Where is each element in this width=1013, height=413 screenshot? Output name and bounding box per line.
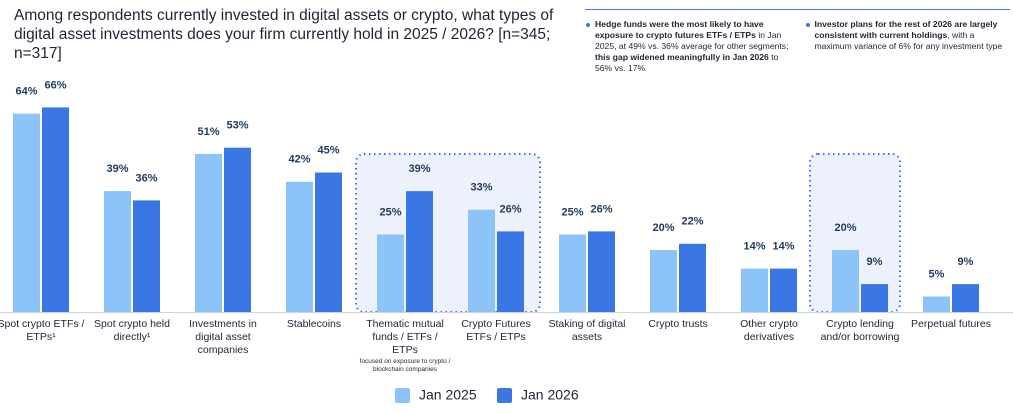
value-label: 14% <box>743 241 765 253</box>
value-label: 33% <box>470 182 492 194</box>
bar <box>195 153 222 312</box>
bar <box>923 296 950 312</box>
bar <box>559 234 586 312</box>
value-label: 22% <box>681 216 703 228</box>
bar <box>133 200 160 312</box>
value-label: 25% <box>561 206 583 218</box>
bar <box>224 147 251 312</box>
note-text: Hedge funds were the most likely to have… <box>595 19 764 40</box>
x-tick-label: Crypto Futures ETFs / ETPs <box>450 318 542 344</box>
category-label: Investments in digital asset companies <box>189 318 257 356</box>
category-label: Thematic mutual funds / ETFs / ETPs <box>366 318 444 356</box>
value-label: 9% <box>867 256 883 268</box>
x-tick-label: Crypto trusts <box>632 318 724 331</box>
x-tick-label: Crypto lending and/or borrowing <box>814 318 906 344</box>
value-label: 64% <box>15 86 37 98</box>
legend-label: Jan 2025 <box>419 387 477 403</box>
bar <box>650 250 677 312</box>
note-text: in Jan 2025, at 49% vs. 36% average for … <box>595 30 789 51</box>
category-label: Crypto lending and/or borrowing <box>820 318 900 343</box>
value-label: 25% <box>379 206 401 218</box>
legend-label: Jan 2026 <box>521 387 579 403</box>
note: Hedge funds were the most likely to have… <box>585 19 791 74</box>
category-label: Spot crypto held directly¹ <box>94 318 170 343</box>
notes: Hedge funds were the most likely to have… <box>585 9 1010 74</box>
category-label: Perpetual futures <box>911 318 991 330</box>
x-tick-label: Thematic mutual funds / ETFs / ETPs focus… <box>359 318 451 374</box>
value-label: 20% <box>834 222 856 234</box>
bar <box>377 234 404 312</box>
bar <box>861 284 888 312</box>
value-label: 53% <box>226 120 248 132</box>
legend-swatch <box>395 388 410 403</box>
note-text: Investor plans for the rest of 2026 are … <box>814 19 998 40</box>
value-label: 20% <box>652 222 674 234</box>
category-sublabel: focused on exposure to crypto / blockcha… <box>359 358 451 373</box>
value-label: 39% <box>106 163 128 175</box>
x-tick-label: Stablecoins <box>268 318 360 331</box>
bar <box>497 231 524 312</box>
value-label: 36% <box>135 172 157 184</box>
bar <box>286 181 313 312</box>
value-label: 9% <box>958 256 974 268</box>
x-tick-label: Perpetual futures <box>905 318 997 331</box>
value-label: 14% <box>772 241 794 253</box>
value-label: 51% <box>197 126 219 138</box>
value-label: 5% <box>929 268 945 280</box>
bar <box>406 191 433 312</box>
value-label: 45% <box>317 144 339 156</box>
note-text: this gap widened meaningfully in Jan 202… <box>595 52 769 62</box>
bar <box>13 113 40 312</box>
category-label: Other crypto derivatives <box>740 318 798 343</box>
bar <box>679 243 706 312</box>
value-label: 66% <box>44 79 66 91</box>
x-tick-label: Staking of digital assets <box>541 318 633 344</box>
value-label: 42% <box>288 154 310 166</box>
bar <box>741 268 768 312</box>
chart-title: Among respondents currently invested in … <box>14 7 554 62</box>
x-tick-label: Other crypto derivatives <box>723 318 815 344</box>
value-label: 26% <box>499 203 521 215</box>
x-tick-label: Spot crypto ETFs / ETPs¹ <box>0 318 87 344</box>
category-label: Spot crypto ETFs / ETPs¹ <box>0 318 85 343</box>
note-text: to 56% vs. 17% <box>595 52 779 73</box>
x-tick-label: Spot crypto held directly¹ <box>86 318 178 344</box>
category-label: Staking of digital assets <box>548 318 626 343</box>
bar <box>468 209 495 312</box>
category-label: Crypto trusts <box>648 318 708 330</box>
value-label: 26% <box>590 203 612 215</box>
bar <box>770 268 797 312</box>
bar <box>315 172 342 312</box>
bar <box>952 284 979 312</box>
legend-swatch <box>497 388 512 403</box>
bar <box>42 107 69 313</box>
bar <box>104 191 131 312</box>
value-label: 39% <box>408 163 430 175</box>
category-label: Crypto Futures ETFs / ETPs <box>461 318 531 343</box>
note: Investor plans for the rest of 2026 are … <box>805 19 1011 74</box>
x-tick-label: Investments in digital asset companies <box>177 318 269 357</box>
bar <box>588 231 615 312</box>
bar <box>832 250 859 312</box>
category-label: Stablecoins <box>286 318 342 330</box>
note-text: , with a maximum variance of 6% for any … <box>814 30 1003 51</box>
